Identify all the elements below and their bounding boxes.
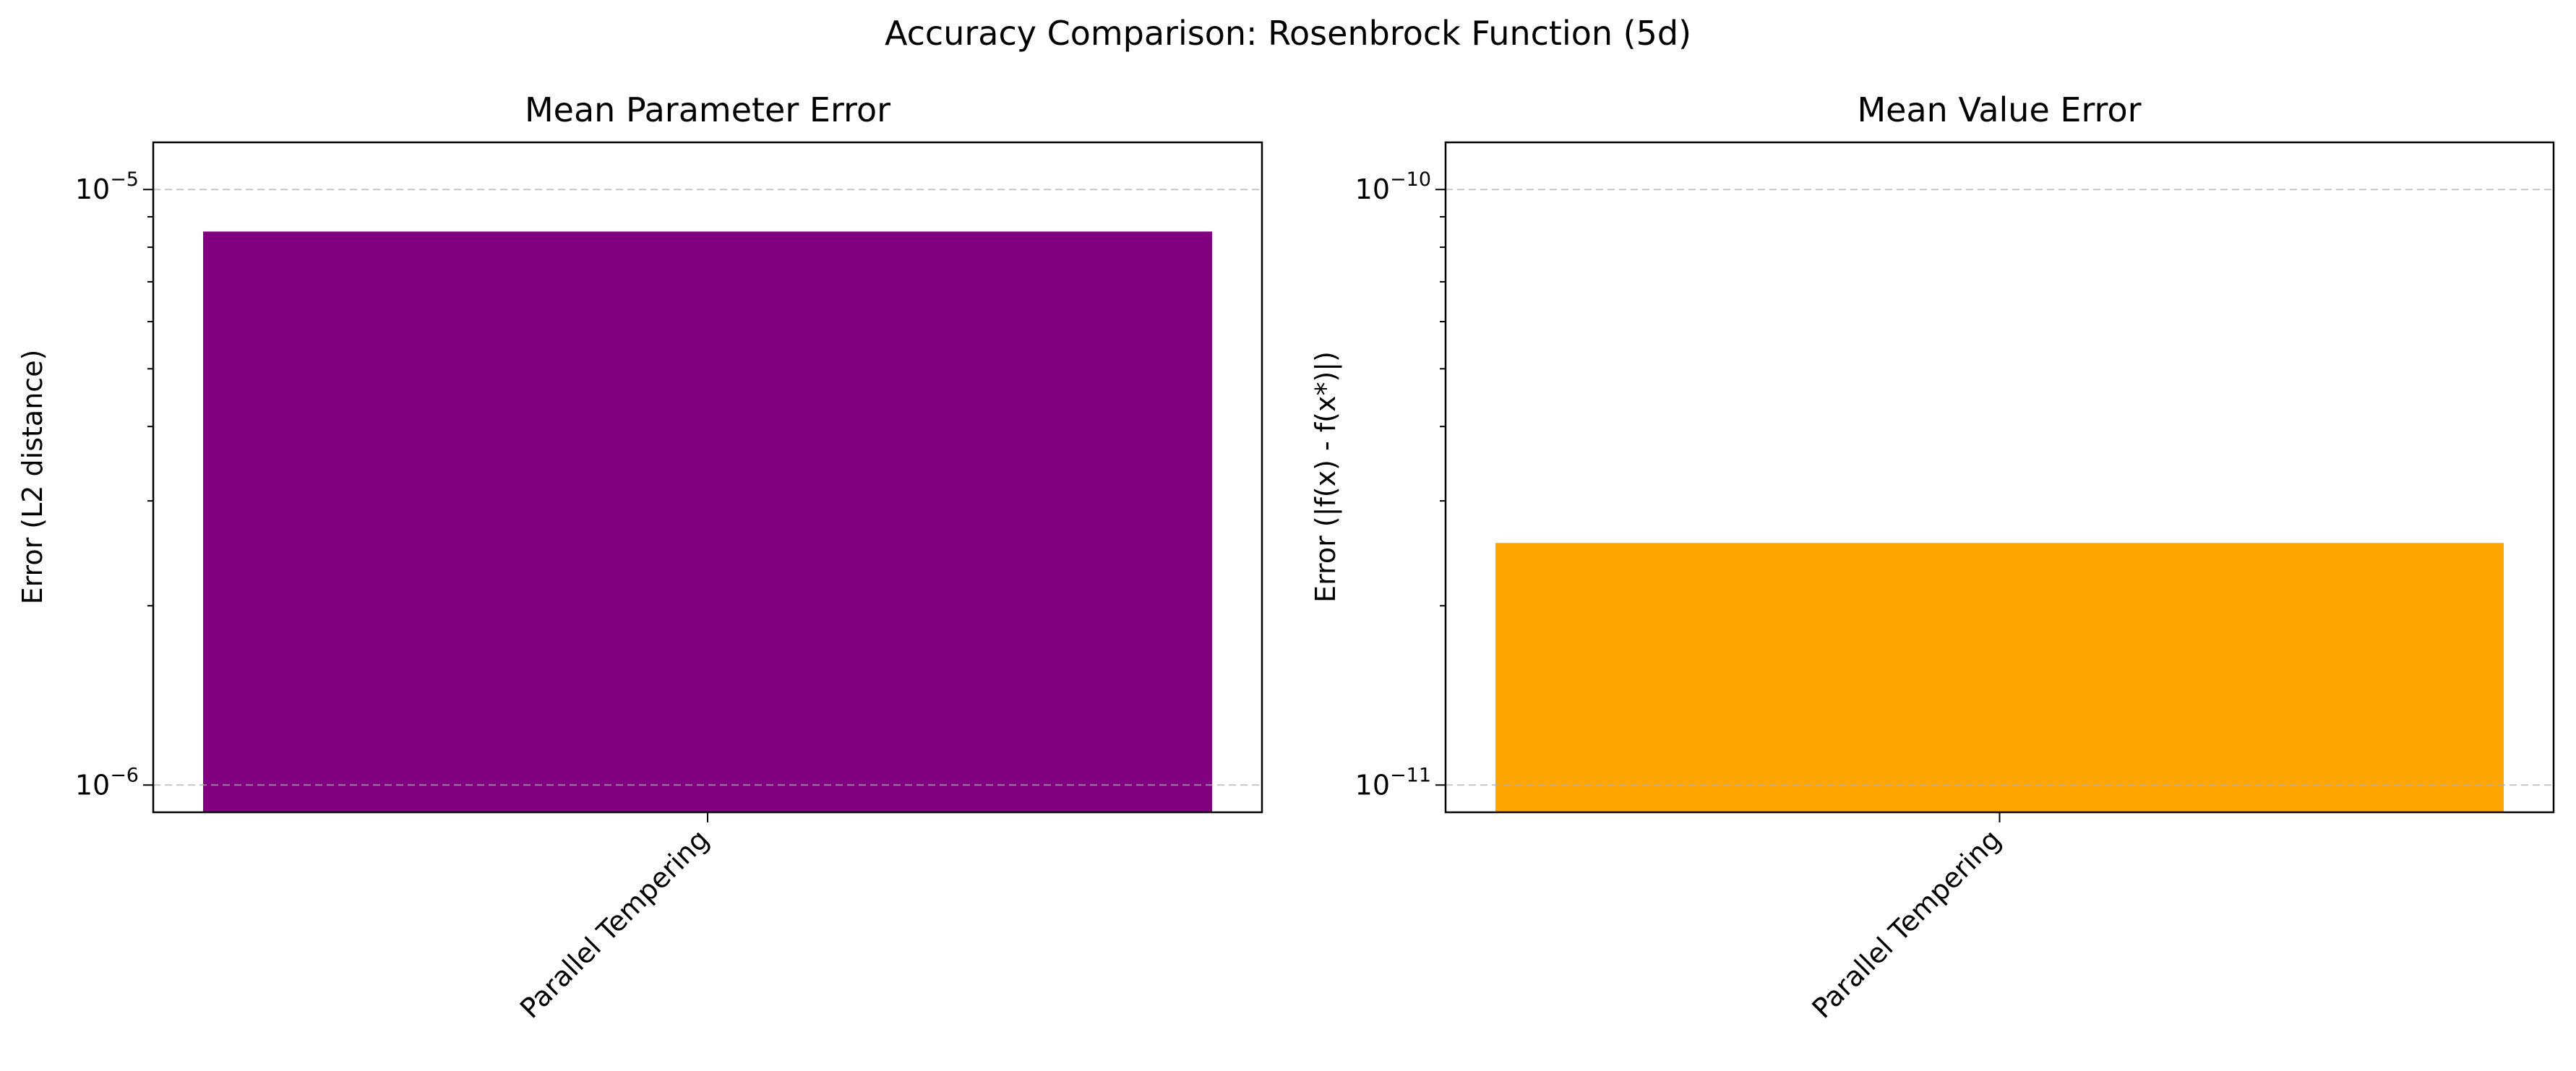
bar xyxy=(1495,543,2504,812)
y-axis-label: Error (|f(x) - f(x*)|) xyxy=(1310,351,1342,603)
axes-frame xyxy=(152,141,1263,814)
x-tick-label: Parallel Tempering xyxy=(1806,823,2007,1024)
bar xyxy=(203,231,1212,812)
panel-value-error: Mean Value Error Error (|f(x) - f(x*)|) … xyxy=(1310,90,2555,1025)
x-tick-label: Parallel Tempering xyxy=(514,823,715,1024)
panel-title: Mean Parameter Error xyxy=(525,90,890,129)
figure-suptitle: Accuracy Comparison: Rosenbrock Function… xyxy=(885,14,1691,53)
panel-parameter-error: Mean Parameter Error Error (L2 distance)… xyxy=(17,90,1263,1025)
y-tick-label: 10−5 xyxy=(75,168,139,205)
y-tick-label: 10−11 xyxy=(1355,764,1431,801)
y-axis-label: Error (L2 distance) xyxy=(17,350,48,605)
y-tick-label: 10−6 xyxy=(75,764,139,801)
panel-title: Mean Value Error xyxy=(1857,90,2141,129)
axes-frame xyxy=(1444,141,2555,814)
y-tick-label: 10−10 xyxy=(1355,168,1431,205)
plot-area: 10−11 10−10 Parallel Tempering xyxy=(1355,141,2555,1025)
plot-area: 10−6 10−5 Parallel Tempering xyxy=(75,141,1263,1025)
